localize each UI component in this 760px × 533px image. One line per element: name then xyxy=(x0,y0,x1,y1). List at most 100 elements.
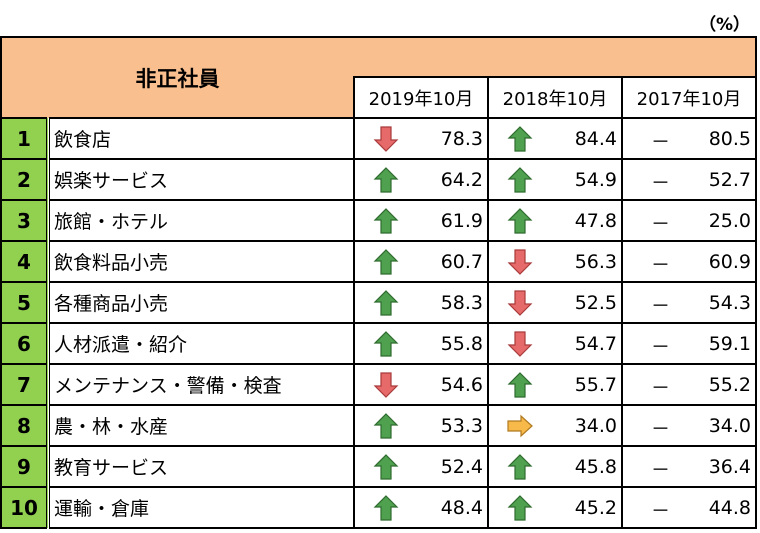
up-arrow-icon xyxy=(373,290,399,316)
value-2019: 78.3 xyxy=(353,117,489,160)
up-arrow-icon xyxy=(507,126,533,152)
value-2017: － 59.1 xyxy=(621,322,757,365)
up-arrow-icon xyxy=(373,331,399,357)
value-2017: － 60.9 xyxy=(621,240,757,283)
rank: 5 xyxy=(0,281,50,324)
value-text: 44.8 xyxy=(708,496,751,519)
right-arrow-icon xyxy=(507,414,533,438)
industry-name: 飲食料品小売 xyxy=(47,240,355,283)
up-arrow-icon xyxy=(373,208,399,234)
value-text: 78.3 xyxy=(440,127,483,150)
year-header: 2019年10月 xyxy=(353,76,489,119)
table-row: 5 各種商品小売 58.3 52.5 － 54.3 xyxy=(0,281,757,324)
value-2018: 45.8 xyxy=(487,445,623,488)
table-row: 3 旅館・ホテル 61.9 47.8 － 25.0 xyxy=(0,199,757,242)
table-row: 6 人材派遣・紹介 55.8 54.7 － 59.1 xyxy=(0,322,757,365)
dash: － xyxy=(651,377,671,399)
industry-name: 人材派遣・紹介 xyxy=(47,322,355,365)
up-arrow-icon xyxy=(507,495,533,521)
value-text: 54.7 xyxy=(574,332,617,355)
rank: 10 xyxy=(0,486,50,529)
table-row: 4 飲食料品小売 60.7 56.3 － 60.9 xyxy=(0,240,757,283)
industry-name: 飲食店 xyxy=(47,117,355,160)
value-text: 34.0 xyxy=(708,414,751,437)
value-2019: 52.4 xyxy=(353,445,489,488)
value-2018: 56.3 xyxy=(487,240,623,283)
value-text: 48.4 xyxy=(440,496,483,519)
industry-name: 農・林・水産 xyxy=(47,404,355,447)
industry-name: 運輸・倉庫 xyxy=(47,486,355,529)
value-text: 58.3 xyxy=(440,291,483,314)
value-text: 55.2 xyxy=(708,373,751,396)
down-arrow-icon xyxy=(507,290,533,316)
table-row: 1 飲食店 78.3 84.4 － 80.5 xyxy=(0,117,757,160)
up-arrow-icon xyxy=(373,495,399,521)
rank: 4 xyxy=(0,240,50,283)
value-2018: 84.4 xyxy=(487,117,623,160)
table-row: 10 運輸・倉庫 48.4 45.2 － 44.8 xyxy=(0,486,757,529)
up-arrow-icon xyxy=(373,249,399,275)
header-title: 非正社員 xyxy=(0,36,354,119)
value-text: 36.4 xyxy=(708,455,751,478)
value-2018: 54.9 xyxy=(487,158,623,201)
rank: 2 xyxy=(0,158,50,201)
value-2019: 58.3 xyxy=(353,281,489,324)
value-text: 45.8 xyxy=(574,455,617,478)
value-text: 55.7 xyxy=(574,373,617,396)
value-text: 60.7 xyxy=(440,250,483,273)
value-text: 59.1 xyxy=(708,332,751,355)
value-text: 54.6 xyxy=(440,373,483,396)
industry-name: 教育サービス xyxy=(47,445,355,488)
table-row: 7 メンテナンス・警備・検査 54.6 55.7 － 55.2 xyxy=(0,363,757,406)
value-2017: － 44.8 xyxy=(621,486,757,529)
up-arrow-icon xyxy=(373,413,399,439)
up-arrow-icon xyxy=(373,454,399,480)
value-2017: － 54.3 xyxy=(621,281,757,324)
dash: － xyxy=(651,131,671,153)
dash: － xyxy=(651,336,671,358)
rank: 6 xyxy=(0,322,50,365)
rank: 7 xyxy=(0,363,50,406)
value-text: 53.3 xyxy=(440,414,483,437)
value-2019: 54.6 xyxy=(353,363,489,406)
industry-name: 旅館・ホテル xyxy=(47,199,355,242)
industry-name: 各種商品小売 xyxy=(47,281,355,324)
dash: － xyxy=(651,418,671,440)
value-2019: 55.8 xyxy=(353,322,489,365)
industry-name: メンテナンス・警備・検査 xyxy=(47,363,355,406)
value-text: 54.3 xyxy=(708,291,751,314)
value-text: 56.3 xyxy=(574,250,617,273)
up-arrow-icon xyxy=(507,208,533,234)
value-text: 52.7 xyxy=(708,168,751,191)
year-header: 2017年10月 xyxy=(621,76,757,119)
value-2019: 61.9 xyxy=(353,199,489,242)
dash: － xyxy=(651,213,671,235)
rank: 1 xyxy=(0,117,50,160)
value-2019: 53.3 xyxy=(353,404,489,447)
value-text: 47.8 xyxy=(574,209,617,232)
unit-label: （%） xyxy=(698,15,750,35)
table-row: 8 農・林・水産 53.3 34.0 － 34.0 xyxy=(0,404,757,447)
value-text: 61.9 xyxy=(440,209,483,232)
table-row: 2 娯楽サービス 64.2 54.9 － 52.7 xyxy=(0,158,757,201)
dash: － xyxy=(651,254,671,276)
value-2017: － 34.0 xyxy=(621,404,757,447)
value-text: 80.5 xyxy=(708,127,751,150)
value-2017: － 55.2 xyxy=(621,363,757,406)
rank: 3 xyxy=(0,199,50,242)
rank: 8 xyxy=(0,404,50,447)
dash: － xyxy=(651,295,671,317)
rank: 9 xyxy=(0,445,50,488)
year-header: 2018年10月 xyxy=(487,76,623,119)
up-arrow-icon xyxy=(507,372,533,398)
value-2018: 45.2 xyxy=(487,486,623,529)
value-2019: 60.7 xyxy=(353,240,489,283)
dash: － xyxy=(651,500,671,522)
value-text: 45.2 xyxy=(574,496,617,519)
value-2018: 52.5 xyxy=(487,281,623,324)
value-2017: － 80.5 xyxy=(621,117,757,160)
value-text: 25.0 xyxy=(708,209,751,232)
up-arrow-icon xyxy=(507,167,533,193)
value-2019: 48.4 xyxy=(353,486,489,529)
up-arrow-icon xyxy=(373,167,399,193)
